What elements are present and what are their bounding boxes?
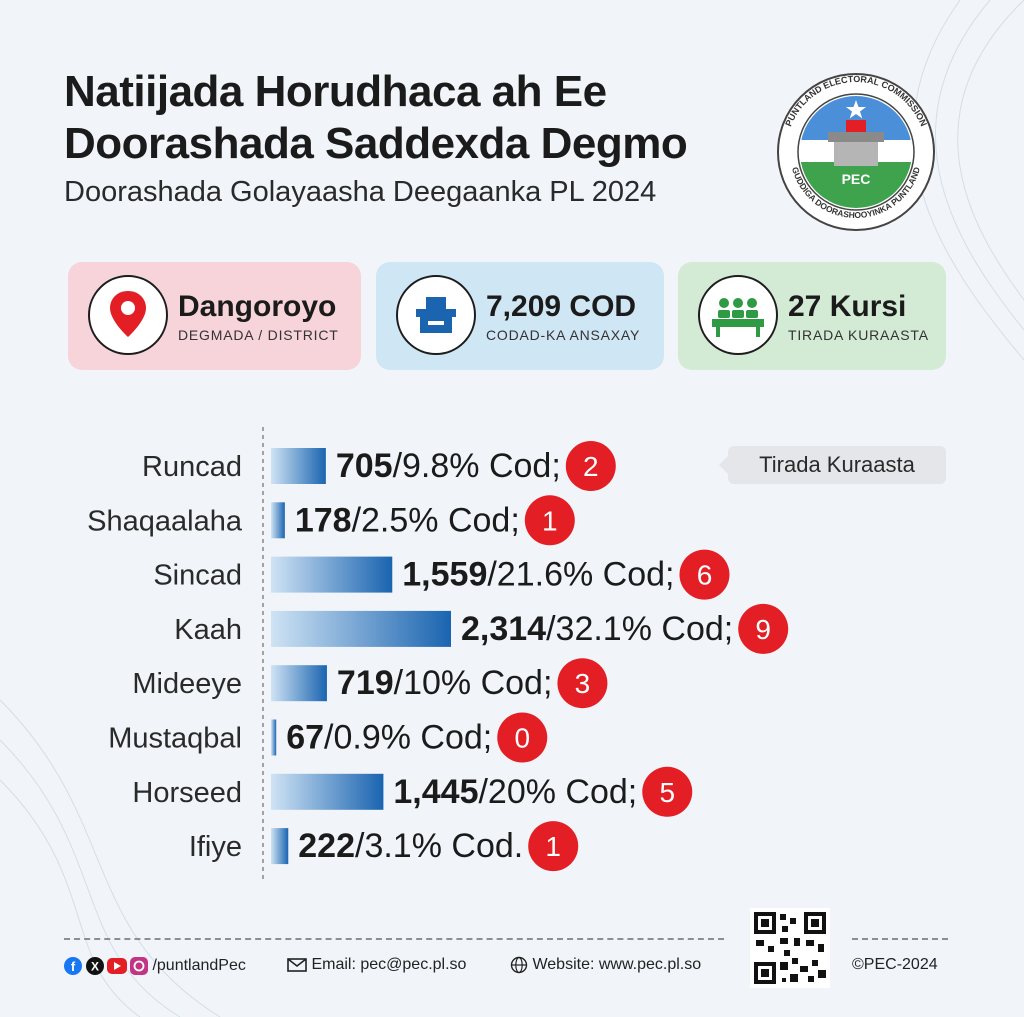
seat-badge [497, 712, 548, 763]
seat-count: 9 [755, 614, 771, 645]
seat-badge [557, 658, 608, 709]
category-label: Runcad [142, 451, 242, 483]
value-label: 1,445/20% Cod; [393, 773, 637, 811]
svg-text:PEC: PEC [842, 171, 871, 187]
category-label: Mideeye [132, 668, 242, 700]
seat-count: 5 [659, 777, 675, 808]
seat-count: 0 [514, 723, 530, 754]
footer-divider-right [852, 938, 948, 940]
seats-legend: Tirada Kuraasta [719, 446, 946, 484]
district-label: DEGMADA / DISTRICT [178, 327, 339, 343]
envelope-icon [287, 957, 307, 972]
seats-label: TIRADA KURAASTA [788, 327, 929, 343]
value-label: 705/9.8% Cod; [336, 447, 561, 485]
category-label: Kaah [174, 614, 242, 646]
votes-label: CODAD-KA ANSAXAY [486, 327, 641, 343]
value-label: 2,314/32.1% Cod; [461, 610, 733, 648]
seat-badge [528, 821, 579, 872]
value-label: 1,559/21.6% Cod; [402, 556, 674, 594]
votes-card: 7,209 COD CODAD-KA ANSAXAY [376, 262, 664, 370]
footer-divider-left [64, 938, 724, 940]
pec-logo: PEC PUNTLAND ELECTORAL COMMISSION GUDDIG… [777, 73, 935, 231]
value-label: 67/0.9% Cod; [286, 719, 492, 757]
footer-website[interactable]: Website: www.pec.pl.so [510, 956, 701, 974]
seat-badge [642, 766, 693, 817]
seat-badge [679, 549, 730, 600]
seats-value: 27 Kursi [788, 290, 907, 323]
votes-value: 7,209 COD [486, 290, 637, 323]
category-label: Shaqaalaha [87, 505, 243, 537]
globe-icon [510, 956, 528, 974]
bar-runcad [271, 448, 326, 484]
footer-email[interactable]: Email: pec@pec.pl.so [287, 956, 466, 974]
seat-count: 6 [697, 560, 713, 591]
seat-badge [738, 603, 789, 654]
value-label: 719/10% Cod; [337, 664, 553, 702]
location-pin-icon [88, 275, 168, 355]
seat-count: 2 [583, 451, 599, 482]
seat-count: 1 [542, 505, 558, 536]
value-label: 222/3.1% Cod. [298, 827, 523, 865]
svg-text:f: f [71, 959, 76, 974]
page-title: Natiijada Horudhaca ah Ee Doorashada Sad… [64, 67, 688, 168]
bar-kaah [271, 610, 451, 647]
ballot-box-icon [396, 275, 476, 355]
svg-text:X: X [91, 960, 99, 974]
footer-social[interactable]: f X /puntlandPec [64, 956, 246, 976]
seat-badge [524, 495, 575, 546]
bar-mideeye [271, 665, 327, 702]
bar-mustaqbal [271, 719, 277, 756]
category-label: Horseed [132, 777, 242, 809]
social-icons: f X [64, 957, 148, 975]
category-label: Ifiye [189, 831, 242, 863]
bar-shaqaalaha [271, 502, 285, 539]
category-label: Mustaqbal [108, 723, 242, 755]
x-icon [86, 957, 104, 975]
bar-ifiye [271, 828, 289, 865]
results-bar-chart: Runcad 705/9.8% Cod; 2 Shaqaalaha 178/2.5% C… [87, 427, 789, 881]
category-label: Sincad [153, 560, 242, 592]
seat-count: 1 [545, 831, 561, 862]
page-subtitle: Doorashada Golayaasha Deegaanka PL 2024 [64, 176, 657, 208]
instagram-icon [130, 957, 148, 975]
value-label: 178/2.5% Cod; [295, 501, 520, 539]
bar-horseed [271, 773, 384, 810]
district-card: Dangoroyo DEGMADA / DISTRICT [68, 262, 361, 370]
seat-badge [565, 441, 616, 491]
seat-count: 3 [575, 668, 591, 699]
bar-sincad [271, 556, 393, 593]
seats-card: 27 Kursi TIRADA KURAASTA [678, 262, 946, 370]
qr-code[interactable] [750, 908, 830, 988]
facebook-icon [64, 957, 82, 975]
footer-copyright: ©PEC-2024 [852, 956, 938, 973]
district-value: Dangoroyo [178, 290, 337, 323]
council-seats-icon [698, 275, 778, 355]
